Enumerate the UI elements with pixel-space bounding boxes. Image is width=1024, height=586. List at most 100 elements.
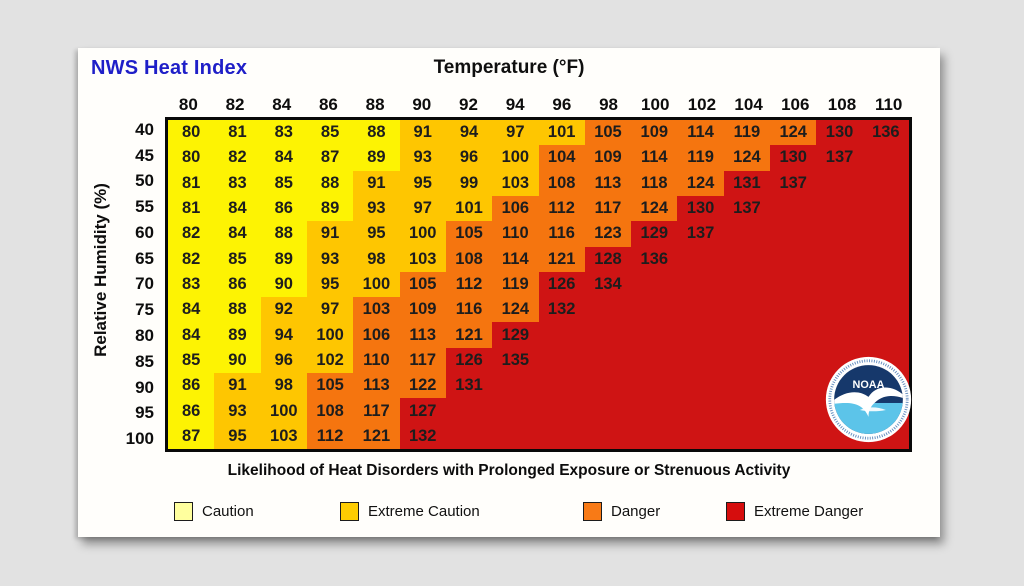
heat-cell-rh50-t84: 85	[260, 170, 307, 196]
heat-cell-rh95-t98	[584, 398, 632, 424]
heat-cell-rh70-t108	[816, 271, 863, 298]
heat-cell-rh45-t108: 137	[816, 145, 863, 171]
heat-cell-rh60-t106	[770, 221, 817, 247]
temp-header-98: 98	[599, 94, 618, 114]
heat-cell-rh85-t86: 102	[306, 347, 354, 374]
heat-cell-rh75-t102	[677, 297, 724, 323]
legend-label-c: Caution	[202, 503, 254, 520]
heat-index-card: NWS Heat Index Temperature (°F) 80 82 84 86…	[78, 48, 940, 537]
heat-cell-rh75-t96: 132	[538, 297, 585, 323]
heat-cell-rh65-t90: 103	[399, 246, 446, 272]
heat-cell-rh65-t96: 121	[538, 246, 585, 272]
heat-cell-rh80-t80: 84	[168, 322, 215, 348]
heat-cell-rh45-t104: 124	[723, 145, 771, 171]
heat-cell-rh55-t108	[816, 195, 863, 222]
humidity-label-75: 75	[135, 300, 154, 320]
humidity-label-85: 85	[135, 351, 154, 371]
heat-cell-rh100-t90: 132	[399, 423, 446, 449]
heat-cell-rh100-t98	[584, 423, 632, 449]
heat-cell-rh50-t104: 131	[723, 170, 771, 196]
heat-cell-rh45-t88: 89	[353, 145, 400, 171]
heat-cell-rh80-t88: 106	[353, 322, 400, 348]
heat-cell-rh55-t94: 106	[492, 195, 539, 222]
heat-cell-rh95-t100	[631, 398, 678, 424]
heat-cell-rh60-t96: 116	[538, 221, 585, 247]
heat-cell-rh80-t94: 129	[492, 322, 539, 348]
heat-cell-rh55-t100: 124	[631, 195, 678, 222]
heat-cell-rh100-t88: 121	[353, 423, 400, 449]
heat-cell-rh100-t94	[492, 423, 539, 449]
heat-cell-rh40-t110: 136	[862, 120, 909, 146]
heat-cell-rh50-t108	[816, 170, 863, 196]
humidity-label-70: 70	[135, 274, 154, 294]
heat-cell-rh75-t98	[584, 297, 632, 323]
heat-cell-rh65-t82: 85	[214, 246, 261, 272]
heat-cell-rh40-t104: 119	[723, 120, 771, 146]
heat-cell-rh45-t92: 96	[445, 145, 493, 171]
noaa-logo-text: NOAA	[853, 379, 885, 391]
legend-label-e: Extreme Caution	[368, 503, 480, 520]
heat-cell-rh80-t96	[538, 322, 585, 348]
heat-cell-rh85-t84: 96	[260, 347, 307, 374]
heat-cell-rh90-t100	[631, 373, 678, 399]
heat-cell-rh80-t98	[584, 322, 632, 348]
legend-item-extreme-danger: Extreme Danger	[726, 502, 863, 521]
temp-header-102: 102	[687, 94, 717, 114]
temp-header-86: 86	[318, 94, 338, 114]
temp-header-82: 82	[225, 94, 245, 114]
heat-cell-rh75-t82: 88	[214, 297, 261, 323]
heat-cell-rh80-t110	[862, 322, 909, 348]
heat-cell-rh65-t92: 108	[445, 246, 493, 272]
heat-cell-rh55-t82: 84	[214, 195, 261, 222]
heat-cell-rh55-t88: 93	[353, 195, 400, 222]
heat-cell-rh90-t90: 122	[399, 373, 446, 399]
heat-cell-rh70-t110	[862, 271, 909, 298]
heat-cell-rh40-t90: 91	[399, 120, 446, 146]
heat-cell-rh55-t86: 89	[306, 195, 354, 222]
heat-cell-rh50-t96: 108	[538, 170, 585, 196]
humidity-label-55: 55	[135, 197, 154, 217]
heat-cell-rh60-t80: 82	[168, 221, 215, 247]
temp-header-94: 94	[505, 94, 525, 114]
heat-cell-rh45-t80: 80	[168, 145, 215, 171]
heat-cell-rh65-t104	[723, 246, 771, 272]
heat-cell-rh60-t100: 129	[631, 221, 678, 247]
heat-cell-rh100-t82: 95	[214, 423, 261, 449]
heat-cell-rh70-t96: 126	[538, 271, 585, 298]
heat-cell-rh60-t88: 95	[353, 221, 400, 247]
legend-swatch-d	[583, 502, 602, 521]
heat-cell-rh80-t82: 89	[214, 322, 261, 348]
heat-cell-rh55-t110	[862, 195, 909, 222]
heat-cell-rh40-t92: 94	[445, 120, 493, 146]
heat-cell-rh100-t92	[445, 423, 493, 449]
heat-cell-rh90-t94	[492, 373, 539, 399]
heat-cell-rh45-t94: 100	[492, 145, 539, 171]
heat-cell-rh55-t98: 117	[584, 195, 632, 222]
heat-cell-rh95-t86: 108	[306, 398, 354, 424]
heat-cell-rh100-t84: 103	[260, 423, 307, 449]
heat-cell-rh60-t98: 123	[584, 221, 632, 247]
heat-cell-rh70-t106	[770, 271, 817, 298]
heat-cell-rh40-t80: 80	[168, 120, 215, 146]
heat-cell-rh85-t92: 126	[445, 347, 493, 374]
heat-cell-rh55-t106	[770, 195, 817, 222]
heat-cell-rh40-t84: 83	[260, 120, 307, 146]
heat-cell-rh45-t86: 87	[306, 145, 354, 171]
temp-header-108: 108	[827, 94, 857, 114]
heat-cell-rh45-t106: 130	[770, 145, 817, 171]
heat-cell-rh100-t80: 87	[168, 423, 215, 449]
heat-cell-rh75-t84: 92	[260, 297, 307, 323]
chart-caption: Likelihood of Heat Disorders with Prolon…	[227, 462, 791, 479]
heat-cell-rh90-t92: 131	[445, 373, 493, 399]
heat-cell-rh80-t86: 100	[306, 322, 354, 348]
heat-cell-rh55-t80: 81	[168, 195, 215, 222]
heat-cell-rh65-t106	[770, 246, 817, 272]
heat-cell-rh90-t96	[538, 373, 585, 399]
legend-swatch-e	[340, 502, 359, 521]
heat-cell-rh45-t96: 104	[538, 145, 585, 171]
legend-swatch-r	[726, 502, 745, 521]
heat-cell-rh90-t82: 91	[214, 373, 261, 399]
heat-cell-rh90-t106	[770, 373, 817, 399]
heat-cell-rh75-t110	[862, 297, 909, 323]
heat-cell-rh40-t88: 88	[353, 120, 400, 146]
